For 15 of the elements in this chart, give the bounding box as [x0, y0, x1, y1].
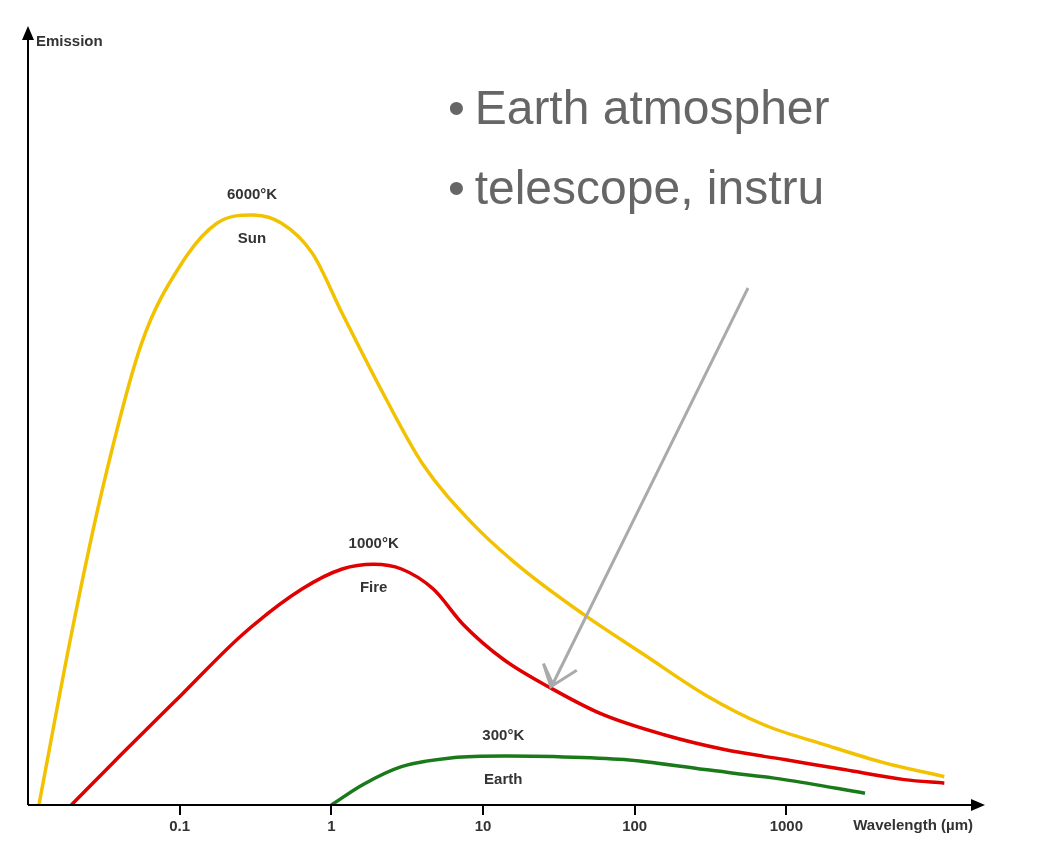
series-label: Fire [359, 578, 388, 596]
text: 6000°K [226, 185, 278, 203]
text: • telescope, instru [448, 160, 826, 216]
series-label: Sun [237, 229, 267, 247]
text: Emission [36, 32, 103, 50]
series-label: Earth [484, 770, 523, 788]
annotation: 300°K [482, 726, 525, 744]
x-tick-label: 1 [327, 817, 336, 835]
annotation: 1000°K [348, 534, 399, 552]
x-axis-title: Wavelength (µm) [853, 816, 973, 834]
x-tick-label: 10 [474, 817, 492, 835]
x-tick-label: 0.1 [169, 817, 191, 835]
x-tick-label: 100 [622, 817, 648, 835]
text: • Earth atmospher [448, 80, 830, 136]
x-tick-label: 1000 [769, 817, 804, 835]
